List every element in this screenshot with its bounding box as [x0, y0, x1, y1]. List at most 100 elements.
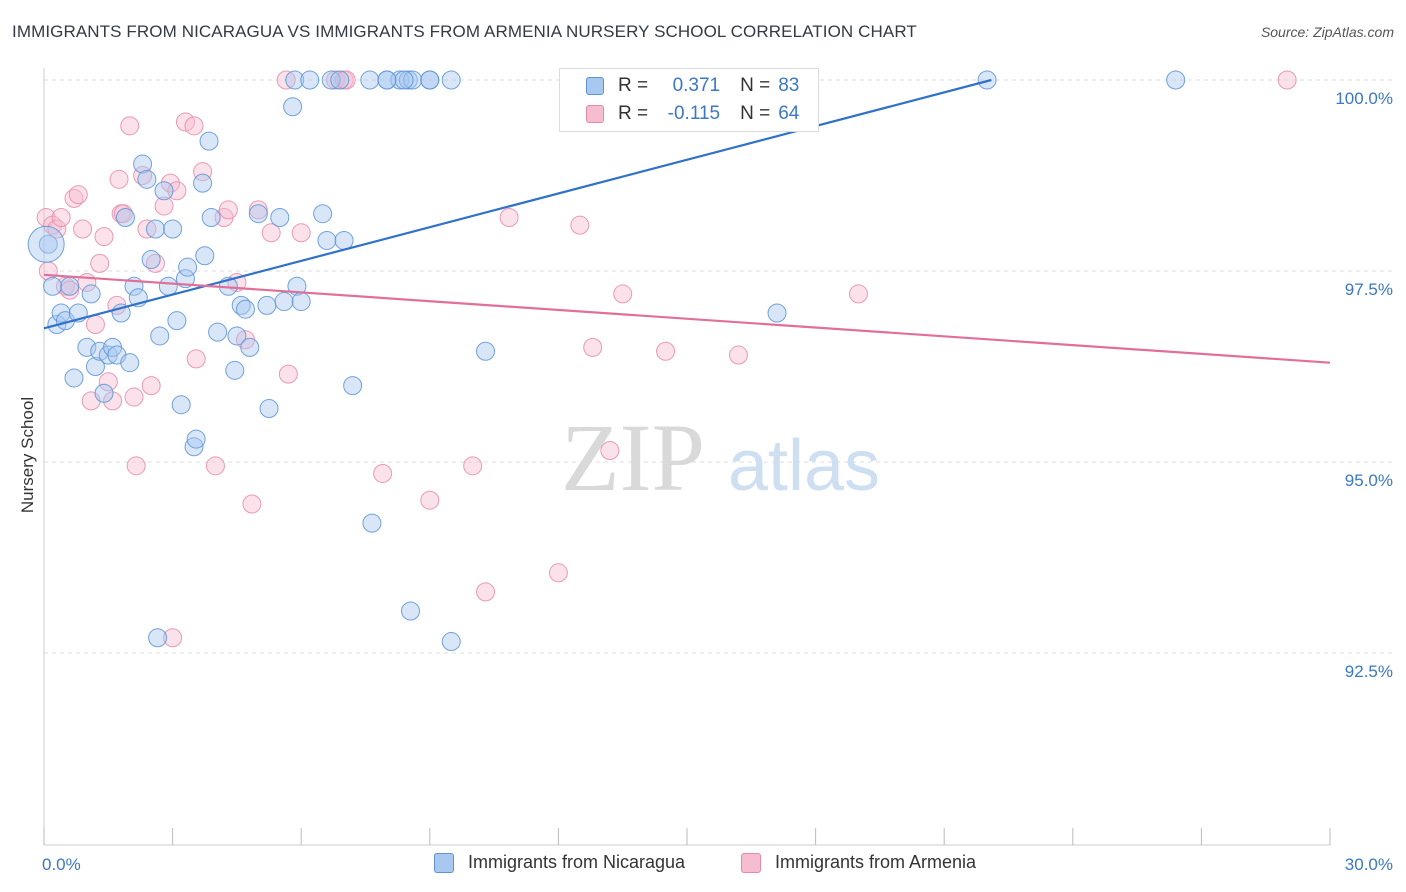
nicaragua-point: [137, 169, 157, 189]
legend-swatch-blue: [434, 852, 454, 873]
nicaragua-point: [767, 303, 787, 323]
armenia-point: [120, 116, 140, 136]
nicaragua-point: [330, 70, 350, 90]
nicaragua-point: [270, 208, 290, 228]
armenia-point: [98, 372, 118, 392]
armenia-point: [476, 582, 496, 602]
armenia-point: [656, 341, 676, 361]
armenia-point: [205, 456, 225, 476]
nicaragua-point: [420, 70, 440, 90]
nicaragua-point: [158, 276, 178, 296]
armenia-point: [728, 345, 748, 365]
nicaragua-point: [184, 437, 204, 457]
nicaragua-point: [257, 295, 277, 315]
armenia-point: [583, 337, 603, 357]
armenia-point: [570, 215, 590, 235]
armenia-trend-line: [43, 273, 1331, 364]
nicaragua-point: [201, 208, 221, 228]
nicaragua-point: [64, 368, 84, 388]
nicaragua-point: [360, 70, 380, 90]
legend-item-nicaragua: Immigrants from Nicaragua: [434, 852, 685, 873]
armenia-point: [154, 196, 174, 216]
nicaragua-point: [145, 219, 165, 239]
nicaragua-point: [193, 173, 213, 193]
y-tick-label: 92.5%: [1345, 662, 1393, 681]
nicaragua-point: [235, 299, 255, 319]
nicaragua-point: [240, 337, 260, 357]
grid-lines: [44, 79, 1395, 654]
nicaragua-point: [362, 513, 382, 533]
nicaragua-point: [225, 360, 245, 380]
armenia-point: [336, 70, 356, 90]
nicaragua-point: [163, 219, 183, 239]
armenia-point: [463, 456, 483, 476]
nicaragua-point: [77, 337, 97, 357]
nicaragua-point: [377, 70, 397, 90]
nicaragua-point: [1166, 70, 1186, 90]
legend-r-label: R =: [618, 75, 649, 96]
armenia-point: [193, 162, 213, 182]
nicaragua-point: [208, 322, 228, 342]
nicaragua-point: [85, 357, 105, 376]
armenia-point: [160, 173, 180, 193]
nicaragua-point: [81, 284, 101, 304]
nicaragua-point: [398, 70, 418, 90]
nicaragua-point: [115, 208, 135, 228]
nicaragua-point: [334, 230, 354, 250]
nicaragua-point: [300, 70, 320, 90]
nicaragua-point: [43, 276, 63, 296]
armenia-point: [94, 227, 114, 247]
y-axis-label: Nursery School: [18, 396, 37, 514]
armenia-point: [600, 441, 620, 461]
nicaragua-point: [394, 70, 414, 90]
nicaragua-point: [195, 246, 215, 266]
nicaragua-point: [141, 250, 161, 270]
nicaragua-point: [38, 234, 58, 254]
nicaragua-point: [274, 292, 294, 312]
watermark: ZIP atlas: [561, 404, 880, 511]
x-tick-label: 0.0%: [42, 855, 81, 874]
source-credit: Source: ZipAtlas.com: [1260, 24, 1394, 40]
correlation-legend: R = 0.371 N = 83 R = -0.115 N = 64: [559, 68, 819, 132]
nicaragua-point: [178, 257, 198, 277]
legend-swatch-blue: [586, 77, 604, 95]
nicaragua-point: [313, 204, 333, 224]
armenia-point: [548, 563, 568, 583]
y-tick-label: 97.5%: [1345, 280, 1393, 299]
nicaragua-point: [259, 399, 279, 419]
trend-lines: [43, 78, 1331, 364]
armenia-point: [47, 219, 67, 239]
armenia-point: [184, 116, 204, 136]
armenia-point: [613, 284, 633, 304]
nicaragua-point: [120, 353, 140, 373]
nicaragua-point: [94, 383, 114, 403]
armenia-point: [124, 387, 144, 407]
legend-row-nicaragua: R = 0.371 N = 83: [586, 74, 799, 98]
legend-r-value: 0.371: [672, 75, 721, 96]
chart-title: IMMIGRANTS FROM NICARAGUA VS IMMIGRANTS …: [12, 22, 917, 41]
legend-row-armenia: R = -0.115 N = 64: [586, 102, 799, 126]
nicaragua-point: [401, 601, 421, 621]
nicaragua-point: [343, 376, 363, 396]
armenia-point: [373, 463, 393, 483]
armenia-point: [1277, 70, 1297, 90]
y-tick-label: 100.0%: [1335, 89, 1393, 108]
series-nicaragua-points: [27, 70, 1186, 652]
legend-n-value: 64: [778, 103, 800, 124]
legend-series-name: Immigrants from Nicaragua: [468, 852, 686, 872]
legend-n-label: N =: [740, 103, 771, 124]
legend-swatch-pink: [586, 105, 604, 123]
armenia-point: [85, 314, 105, 334]
legend-series-name: Immigrants from Armenia: [775, 852, 977, 872]
legend-n-value: 83: [778, 75, 800, 96]
nicaragua-point: [476, 341, 496, 361]
watermark-atlas: atlas: [728, 426, 880, 506]
armenia-point: [848, 284, 868, 304]
armenia-point: [68, 185, 88, 205]
series-legend: Immigrants from Nicaragua Immigrants fro…: [0, 852, 1406, 878]
nicaragua-point: [291, 292, 311, 312]
armenia-point: [90, 253, 110, 273]
legend-n-label: N =: [740, 75, 771, 96]
armenia-point: [73, 219, 93, 239]
